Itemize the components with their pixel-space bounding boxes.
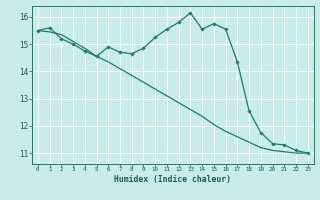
X-axis label: Humidex (Indice chaleur): Humidex (Indice chaleur) <box>114 175 231 184</box>
